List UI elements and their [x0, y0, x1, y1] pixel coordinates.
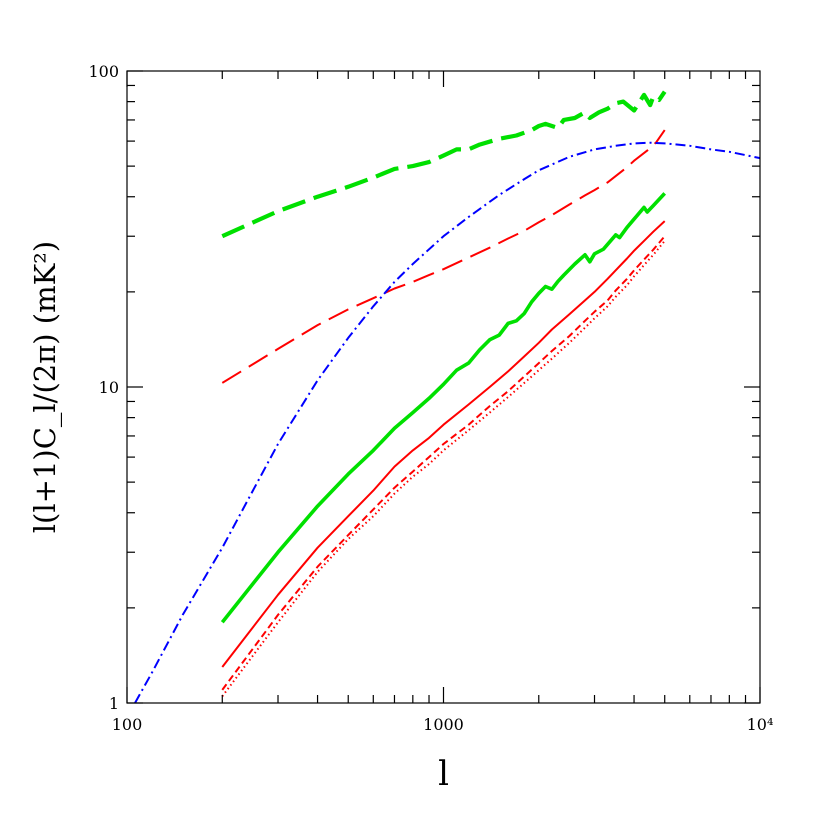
- series-line-3: [221, 220, 666, 668]
- series-line-1: [221, 90, 667, 239]
- series-layer: [134, 90, 761, 704]
- series-line-5: [221, 240, 666, 697]
- series-line-2: [221, 129, 666, 384]
- y-tick-label-1: 1: [109, 694, 119, 713]
- y-axis-title: l(l+1)C_l/(2π) (mK²): [28, 241, 63, 533]
- x-tick-label-10000: 10⁴: [747, 715, 774, 734]
- x-axis-title: l: [438, 754, 449, 794]
- x-tick-label-100: 100: [112, 715, 143, 734]
- ticks-layer: [126, 70, 761, 704]
- series-line-0: [220, 192, 667, 624]
- x-tick-label-1000: 1000: [423, 715, 464, 734]
- y-tick-label-100: 100: [88, 62, 119, 81]
- plot-frame: [126, 70, 761, 704]
- y-tick-label-10: 10: [99, 378, 119, 397]
- series-line-4: [221, 235, 666, 691]
- series-line-6: [134, 141, 761, 704]
